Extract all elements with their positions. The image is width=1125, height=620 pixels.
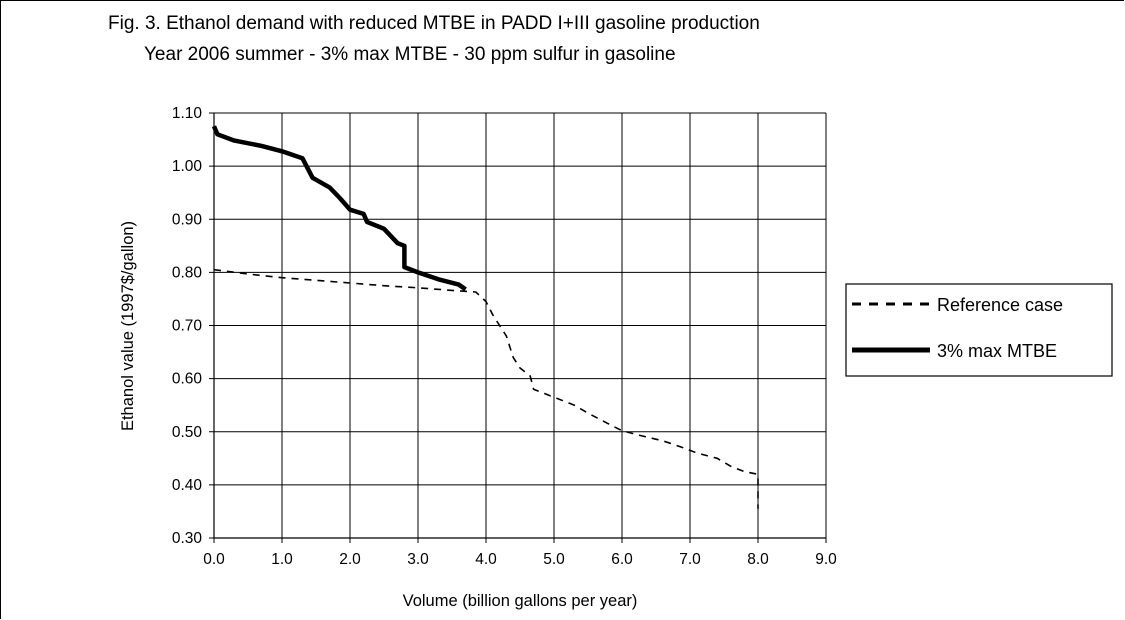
x-tick-label: 3.0 bbox=[407, 551, 429, 568]
y-tick-label: 0.90 bbox=[172, 211, 203, 228]
legend-box bbox=[845, 283, 1113, 377]
series-line-3pct-max-mtbe bbox=[211, 125, 467, 292]
y-tick-label: 1.00 bbox=[172, 158, 203, 175]
legend-label-mtbe: 3% max MTBE bbox=[937, 341, 1057, 361]
x-tick-label: 9.0 bbox=[815, 551, 837, 568]
y-tick-label: 0.80 bbox=[172, 264, 203, 281]
chart-title: Fig. 3. Ethanol demand with reduced MTBE… bbox=[108, 13, 760, 34]
y-axis-label: Ethanol value (1997$/gallon) bbox=[119, 221, 137, 431]
x-tick-label: 8.0 bbox=[747, 551, 769, 568]
gridlines bbox=[214, 112, 827, 538]
x-tick-label: 5.0 bbox=[543, 551, 565, 568]
legend-label-reference: Reference case bbox=[937, 295, 1063, 315]
chart-subtitle: Year 2006 summer - 3% max MTBE - 30 ppm … bbox=[144, 44, 676, 65]
y-tick-label: 0.30 bbox=[172, 530, 203, 547]
series-line-reference-case bbox=[213, 268, 759, 509]
legend: Reference case 3% max MTBE bbox=[845, 283, 1113, 377]
tick-labels: 0.0 1.0 2.0 3.0 4.0 5.0 6.0 7.0 8.0 9.0 0.30 0.40 0.… bbox=[172, 105, 837, 568]
x-axis-label: Volume (billion gallons per year) bbox=[403, 592, 638, 610]
x-tick-label: 6.0 bbox=[611, 551, 633, 568]
y-tick-label: 0.50 bbox=[172, 424, 203, 441]
x-tick-label: 1.0 bbox=[271, 551, 293, 568]
x-tick-label: 4.0 bbox=[475, 551, 497, 568]
x-tick-label: 2.0 bbox=[339, 551, 361, 568]
y-tick-label: 1.10 bbox=[172, 105, 203, 122]
y-tick-label: 0.60 bbox=[172, 371, 203, 388]
y-tick-label: 0.70 bbox=[172, 318, 203, 335]
x-tick-label: 7.0 bbox=[679, 551, 701, 568]
x-tick-label: 0.0 bbox=[203, 551, 225, 568]
series-lines bbox=[211, 125, 759, 509]
axes bbox=[209, 112, 827, 543]
y-tick-label: 0.40 bbox=[172, 477, 203, 494]
